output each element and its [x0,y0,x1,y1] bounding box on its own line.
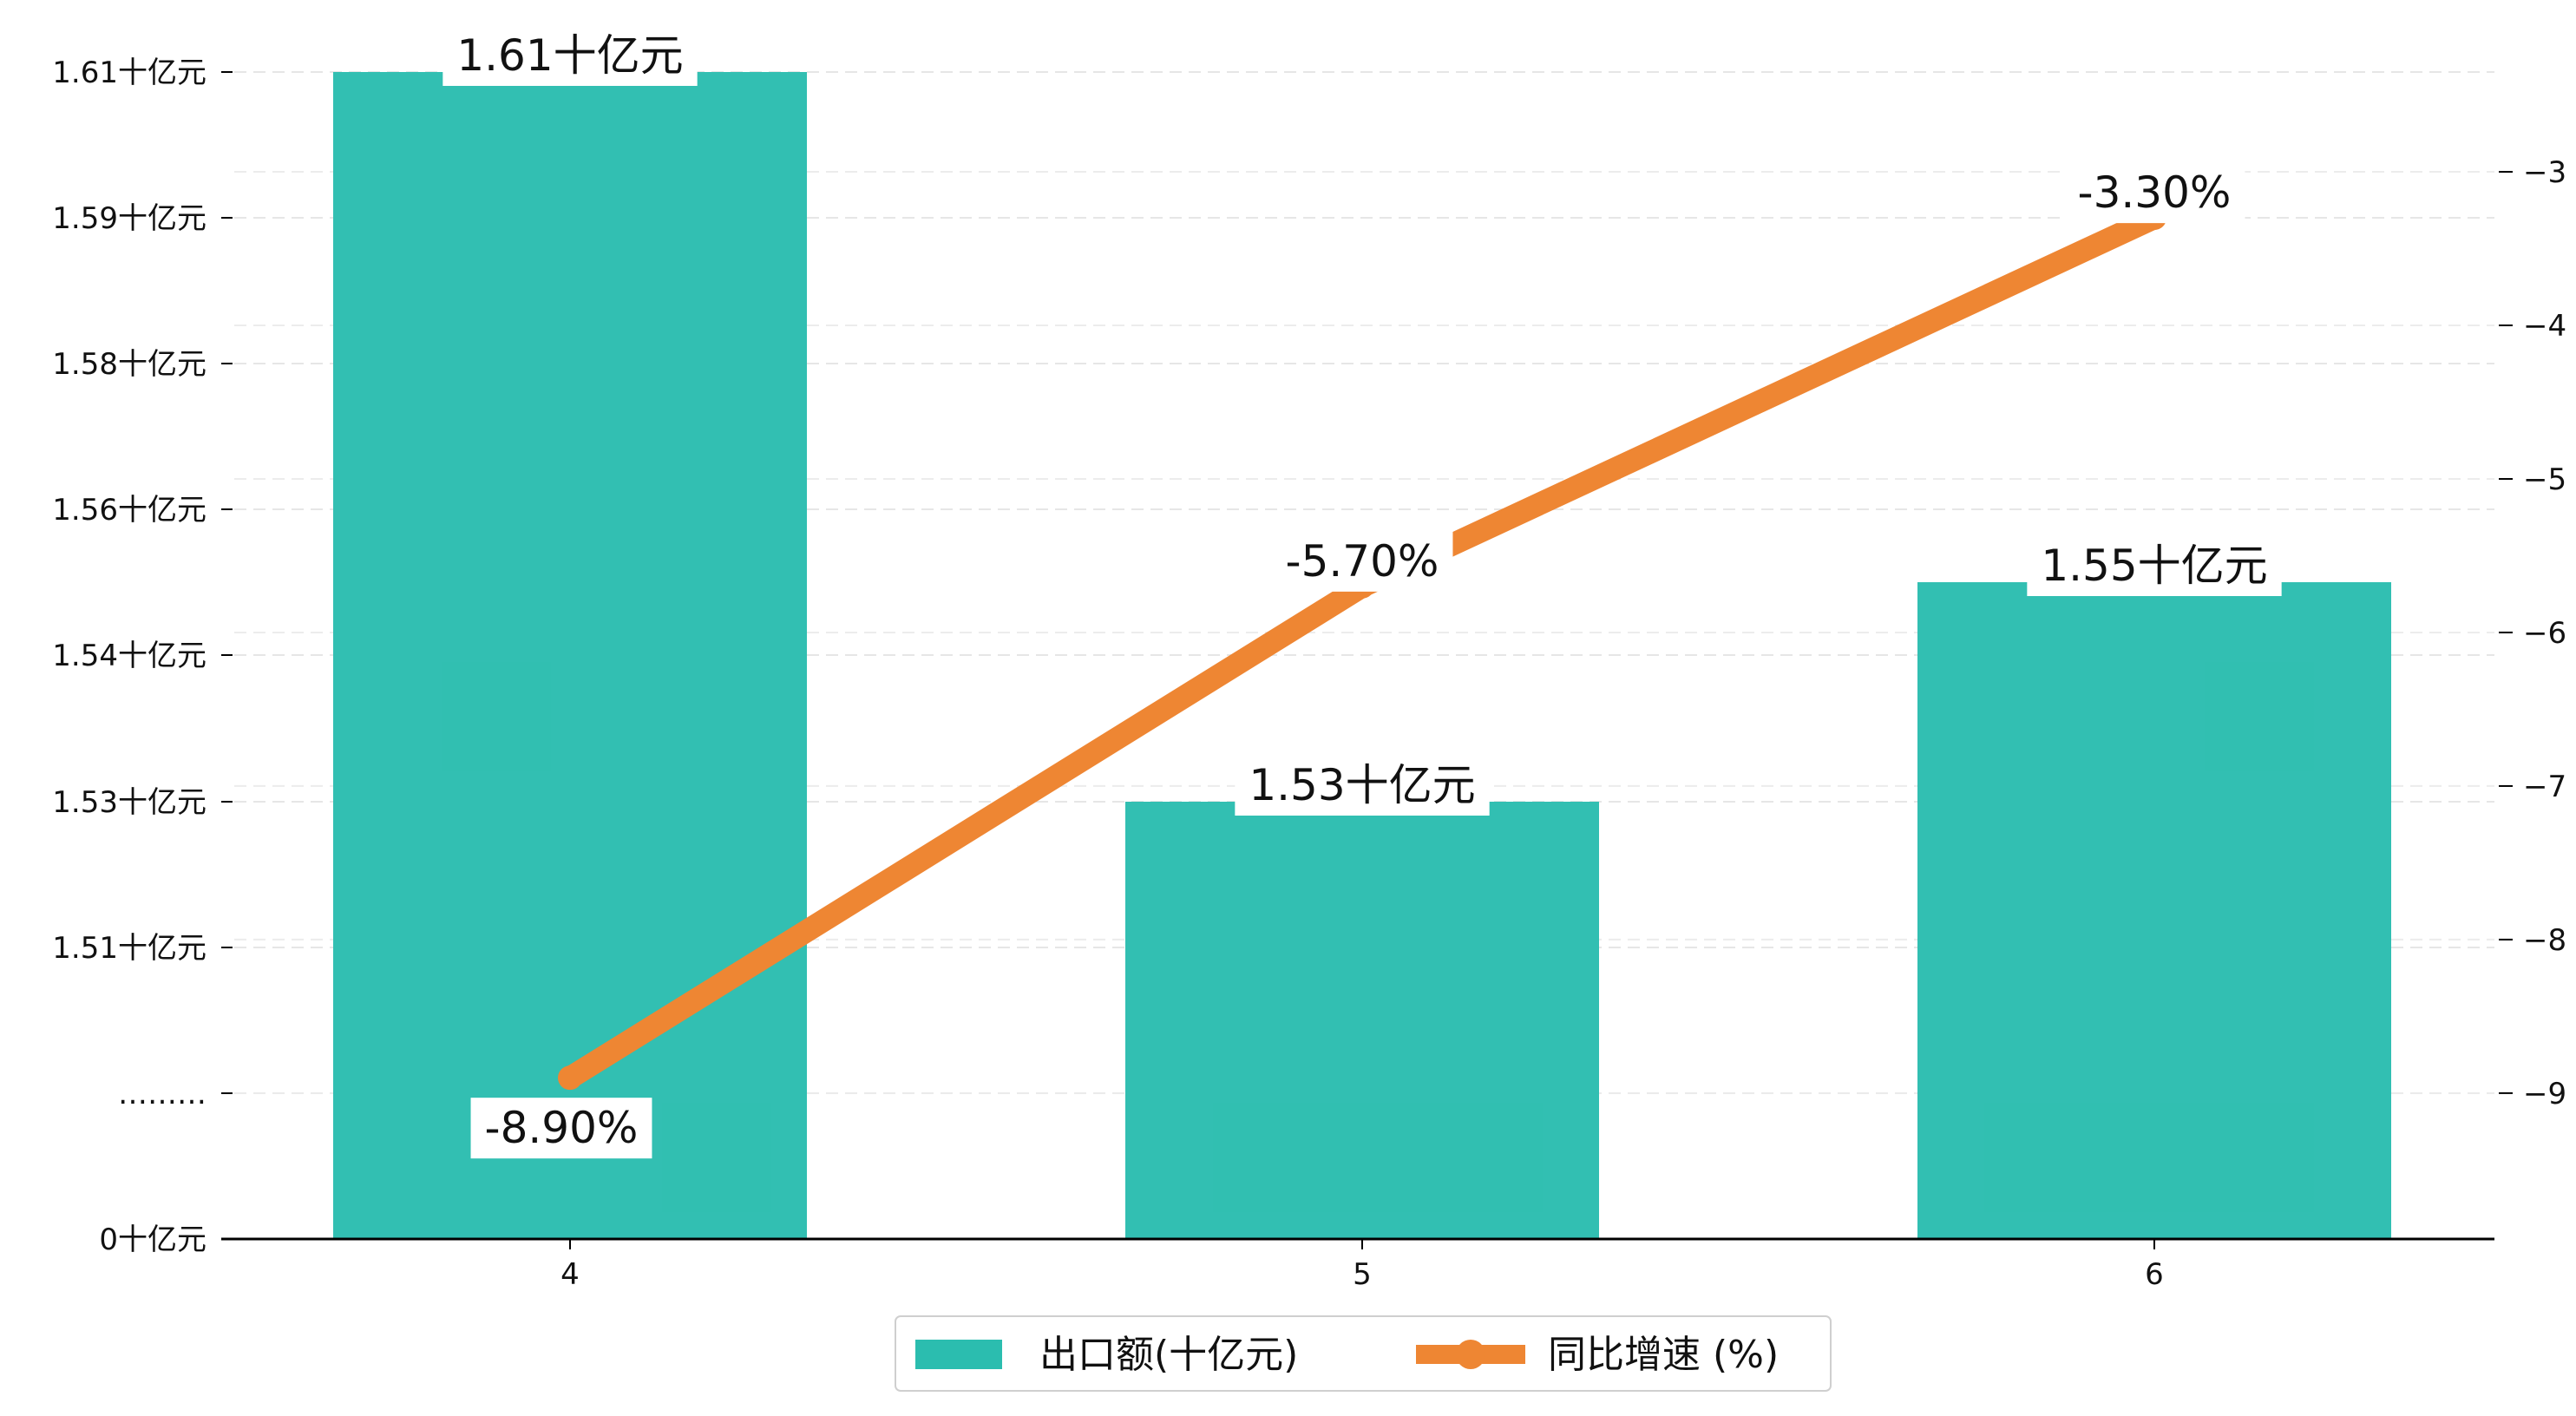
data-label: 1.55十亿元 [2027,535,2282,596]
left-tick-label: 1.54十亿元 [52,639,206,673]
legend-box [895,1315,1832,1392]
data-label-text: 1.55十亿元 [2041,541,2267,591]
data-label-bg [470,1098,652,1159]
right-tick-label: −9 [2523,1077,2566,1111]
x-tick-label: 6 [2145,1257,2164,1292]
legend-swatch-marker [1456,1340,1485,1369]
data-label-text: -8.90% [485,1103,639,1153]
right-tick-label: −8 [2523,923,2566,958]
legend-swatch-bar [915,1340,1002,1369]
data-label: 1.61十亿元 [442,25,698,86]
line-point [558,1065,582,1091]
data-label: 1.53十亿元 [1235,755,1490,816]
bar [1917,582,2391,1239]
data-label-text: 1.61十亿元 [456,30,683,81]
data-labels: 1.61十亿元 1.53十亿元 1.55十亿元 -8.90% -5.70% -3.30% [442,25,2282,1159]
legend-label-bar: 出口额(十亿元) [1039,1333,1298,1377]
left-axis-ticks: 0十亿元 ……… 1.51十亿元 1.53十亿元 1.54十亿元 1.56十亿元 1.58十… [52,56,233,1257]
x-tick-label: 4 [560,1257,580,1292]
left-tick-label: 1.51十亿元 [52,931,206,966]
bar-series [333,72,2391,1239]
bar [333,72,807,1239]
data-label-bg [1235,755,1490,816]
right-tick-label: −4 [2523,309,2566,344]
data-label-bg [2063,162,2245,224]
left-tick-label: 1.58十亿元 [52,347,206,382]
data-label-bg [1271,530,1453,592]
data-label-text: 1.53十亿元 [1249,760,1475,810]
right-tick-label: −6 [2523,616,2566,651]
data-label-bg [2027,535,2282,596]
data-label-text: -5.70% [1286,536,1439,587]
left-tick-label: 1.53十亿元 [52,785,206,820]
data-label: -8.90% [470,1098,652,1159]
legend-label-line: 同比增速 (%) [1548,1333,1779,1377]
legend: 出口额(十亿元) 同比增速 (%) [895,1315,1832,1392]
x-axis-ticks: 4 5 6 [560,1239,2164,1292]
left-tick-label: ……… [118,1077,206,1111]
left-tick-label: 1.59十亿元 [52,201,206,236]
left-tick-label: 1.61十亿元 [52,56,206,90]
right-tick-label: −3 [2523,155,2566,190]
x-tick-label: 5 [1353,1257,1372,1292]
left-tick-label: 0十亿元 [99,1223,206,1257]
data-label-bg [442,25,698,86]
bar [1125,802,1599,1239]
data-label: -5.70% [1271,530,1453,592]
right-tick-label: −5 [2523,462,2566,497]
right-axis-ticks: −3 −4 −5 −6 −7 −8 −9 [2499,155,2566,1111]
left-tick-label: 1.56十亿元 [52,493,206,528]
data-label: -3.30% [2063,162,2245,224]
data-label-text: -3.30% [2078,167,2232,218]
right-tick-label: −7 [2523,770,2566,804]
